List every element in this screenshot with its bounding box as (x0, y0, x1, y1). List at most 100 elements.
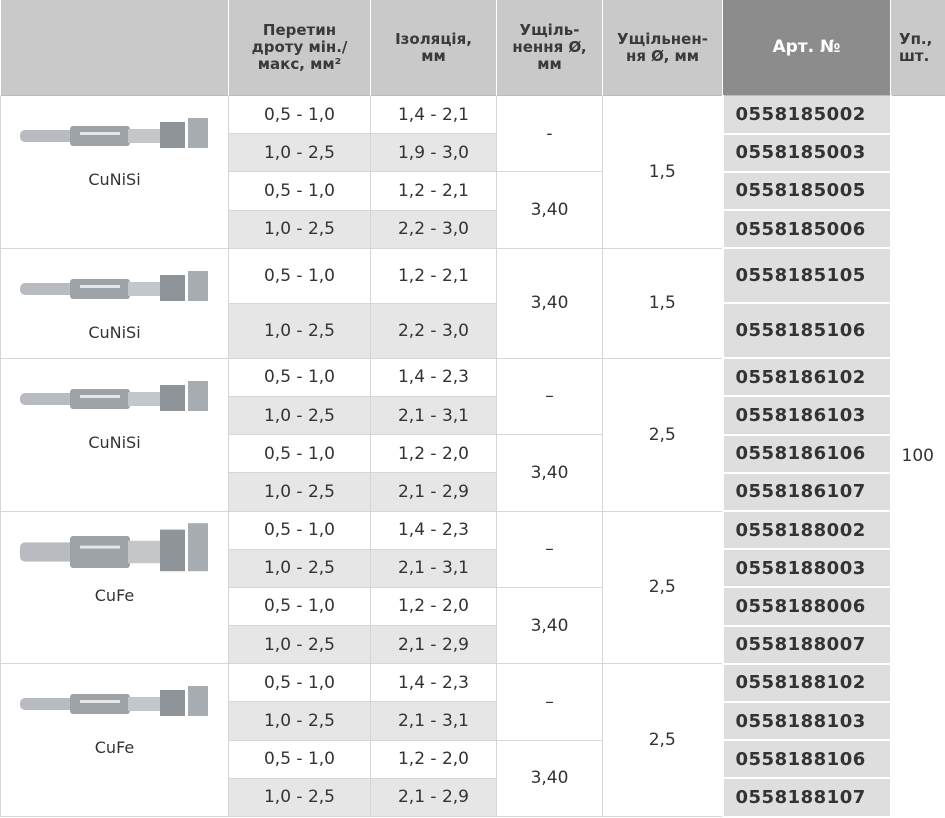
wire-cell: 0,5 - 1,0 (229, 511, 371, 549)
seal-a-cell: - (497, 96, 603, 172)
connector-part (188, 118, 208, 148)
connector-part (188, 271, 208, 301)
seal-a-cell: 3,40 (497, 587, 603, 663)
wire-cell: 0,5 - 1,0 (229, 96, 371, 134)
wire-cell: 1,0 - 2,5 (229, 303, 371, 358)
seal-b-cell: 2,5 (603, 358, 723, 511)
connector-part (188, 381, 208, 411)
insulation-cell: 2,1 - 2,9 (371, 626, 497, 664)
seal-a-cell: – (497, 511, 603, 587)
wire-cell: 1,0 - 2,5 (229, 626, 371, 664)
connector-part (80, 285, 120, 288)
wire-cell: 0,5 - 1,0 (229, 172, 371, 210)
wire-cell: 1,0 - 2,5 (229, 549, 371, 587)
article-cell: 0558185106 (723, 303, 891, 358)
seal-b-cell: 1,5 (603, 96, 723, 249)
article-cell: 0558185005 (723, 172, 891, 210)
image-header (1, 0, 229, 96)
connector-part (80, 700, 120, 703)
image-cell: CuNiSi (1, 248, 229, 358)
insulation-header: Ізоляція, мм (371, 0, 497, 96)
wire-cell: 0,5 - 1,0 (229, 358, 371, 396)
material: CuFe (1, 738, 228, 757)
article-cell: 0558188103 (723, 702, 891, 740)
article-cell: 0558186106 (723, 435, 891, 473)
wire-cell: 0,5 - 1,0 (229, 248, 371, 303)
connector-part (70, 126, 130, 146)
material: CuFe (1, 586, 228, 605)
connector-part (80, 545, 120, 548)
wire-cell: 0,5 - 1,0 (229, 740, 371, 778)
article-cell: 0558185105 (723, 248, 891, 303)
wire-cell: 1,0 - 2,5 (229, 134, 371, 172)
insulation-cell: 2,2 - 3,0 (371, 303, 497, 358)
connector-image (10, 369, 220, 429)
insulation-cell: 1,4 - 2,3 (371, 664, 497, 702)
wire-cell: 1,0 - 2,5 (229, 702, 371, 740)
insulation-cell: 2,1 - 3,1 (371, 396, 497, 434)
image-cell: CuFe (1, 511, 229, 664)
article-cell: 0558188003 (723, 549, 891, 587)
connector-part (70, 694, 130, 714)
connector-part (188, 523, 208, 571)
connector-part (188, 686, 208, 716)
article-cell: 0558186103 (723, 396, 891, 434)
seal-b-cell: 2,5 (603, 664, 723, 817)
connector-image (10, 674, 220, 734)
insulation-cell: 1,2 - 2,0 (371, 740, 497, 778)
connector-part (70, 536, 130, 568)
article-cell: 0558185003 (723, 134, 891, 172)
article-cell: 0558188107 (723, 778, 891, 816)
seal-a-cell: 3,40 (497, 248, 603, 358)
insulation-cell: 2,1 - 2,9 (371, 778, 497, 816)
connector-part (160, 385, 185, 411)
connector-image (10, 106, 220, 166)
article-cell: 0558188106 (723, 740, 891, 778)
seal-a-cell: – (497, 664, 603, 740)
insulation-cell: 2,1 - 3,1 (371, 549, 497, 587)
article-cell: 0558186102 (723, 358, 891, 396)
insulation-cell: 2,1 - 2,9 (371, 473, 497, 511)
seal-a-cell: 3,40 (497, 172, 603, 248)
seal-b-header: Ущільнен- ня Ø, мм (603, 0, 723, 96)
material: CuNiSi (1, 433, 228, 452)
page: {"header": ["", "Перетин\nдроту мін./\nм… (0, 0, 945, 816)
wire-cell: 0,5 - 1,0 (229, 587, 371, 625)
insulation-cell: 1,2 - 2,1 (371, 172, 497, 210)
connector-image (10, 259, 220, 319)
connector-part (70, 389, 130, 409)
insulation-cell: 2,1 - 3,1 (371, 702, 497, 740)
article-cell: 0558185006 (723, 210, 891, 248)
seal-b-cell: 1,5 (603, 248, 723, 358)
connector-part (160, 122, 185, 148)
image-cell: CuFe (1, 664, 229, 817)
wire-cell: 0,5 - 1,0 (229, 664, 371, 702)
product-table: Перетин дроту мін./ макс, мм²Ізоляція, м… (0, 0, 945, 818)
wire-cell: 1,0 - 2,5 (229, 473, 371, 511)
article-cell: 0558185002 (723, 96, 891, 134)
connector-part (160, 690, 185, 716)
insulation-cell: 1,4 - 2,3 (371, 358, 497, 396)
connector-part (80, 395, 120, 398)
connector-image (10, 522, 220, 582)
pack-header: Уп., шт. (891, 0, 945, 96)
material: CuNiSi (1, 323, 228, 342)
insulation-cell: 1,2 - 2,0 (371, 435, 497, 473)
article-cell: 0558188002 (723, 511, 891, 549)
insulation-cell: 1,9 - 3,0 (371, 134, 497, 172)
article-cell: 0558188007 (723, 626, 891, 664)
seal-a-header: Ущіль- нення Ø, мм (497, 0, 603, 96)
image-cell: CuNiSi (1, 358, 229, 511)
article-cell: 0558186107 (723, 473, 891, 511)
material: CuNiSi (1, 170, 228, 189)
wire-cell: 1,0 - 2,5 (229, 210, 371, 248)
article-cell: 0558188006 (723, 587, 891, 625)
connector-part (80, 132, 120, 135)
